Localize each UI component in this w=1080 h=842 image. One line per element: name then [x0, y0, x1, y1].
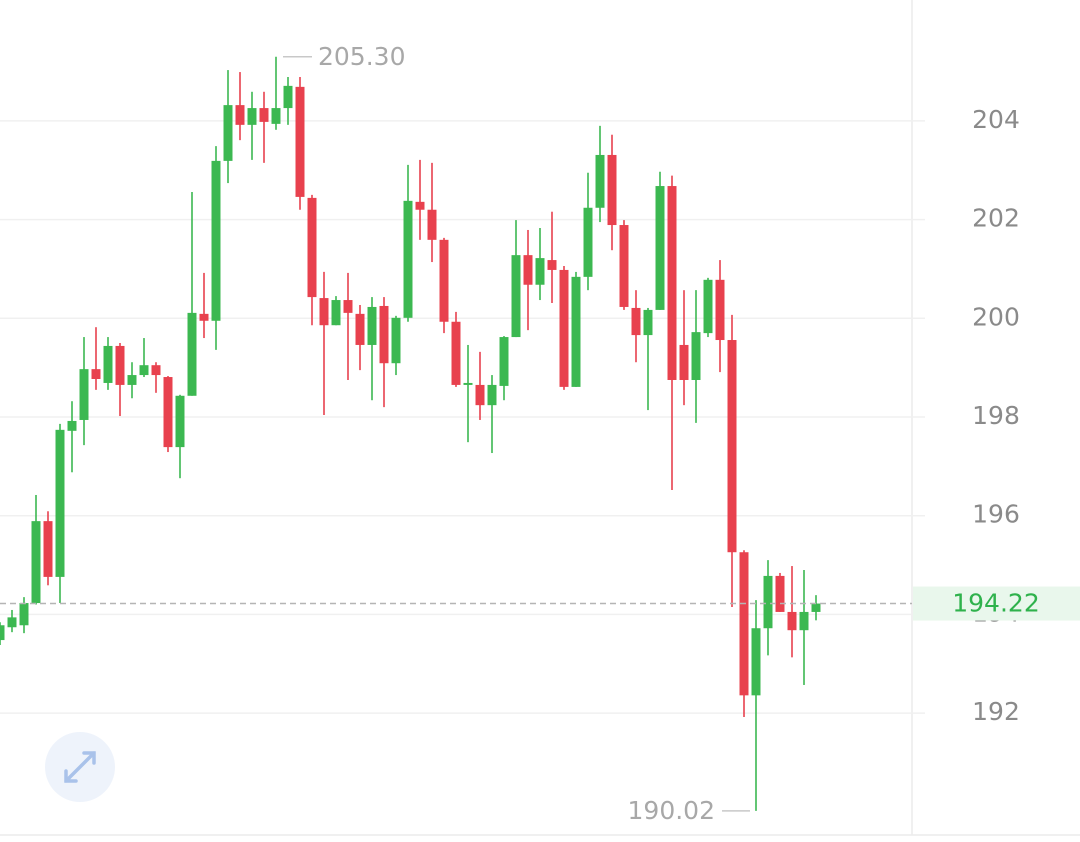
- y-tick-label: 204: [972, 105, 1020, 134]
- candle-body: [211, 160, 221, 321]
- candle-body: [319, 298, 329, 326]
- candle-body: [379, 305, 389, 364]
- candle-body: [631, 307, 641, 336]
- candle-body: [259, 108, 269, 122]
- candle-body: [775, 575, 785, 612]
- candle-body: [7, 617, 17, 628]
- y-tick-label: 192: [972, 697, 1020, 726]
- candle-body: [271, 108, 281, 124]
- candle-body: [151, 365, 161, 376]
- candle-body: [103, 345, 113, 383]
- candle-body: [763, 575, 773, 629]
- candle-body: [499, 337, 509, 386]
- candle-body: [619, 225, 629, 307]
- candle-body: [415, 201, 425, 210]
- candle-body: [595, 154, 605, 208]
- candle-body: [667, 186, 677, 380]
- candle-body: [811, 603, 821, 612]
- candle-body: [691, 332, 701, 380]
- candle-body: [295, 86, 305, 197]
- candle-body: [547, 260, 557, 270]
- candle-body: [739, 552, 749, 696]
- candle-body: [571, 276, 581, 387]
- candle-body: [307, 197, 317, 298]
- candle-body: [139, 365, 149, 376]
- candle-body: [391, 317, 401, 364]
- candle-body: [655, 186, 665, 310]
- y-tick-label: 202: [972, 204, 1020, 233]
- candle-body: [31, 521, 41, 604]
- candle-body: [91, 369, 101, 380]
- candle-body: [403, 200, 413, 318]
- candle-body: [703, 279, 713, 334]
- candle-body: [175, 395, 185, 448]
- candle-body: [115, 345, 125, 385]
- candle-body: [715, 279, 725, 341]
- candle-body: [0, 625, 5, 641]
- candle-body: [799, 611, 809, 631]
- candle-body: [187, 312, 197, 396]
- candle-body: [751, 628, 761, 696]
- candle-body: [523, 255, 533, 285]
- y-tick-label: 198: [972, 401, 1020, 430]
- candle-body: [451, 321, 461, 385]
- last-price-tag: [913, 586, 1080, 621]
- candle-body: [559, 269, 569, 387]
- candle-body: [355, 313, 365, 345]
- candle-body: [679, 344, 689, 380]
- y-tick-label: 196: [972, 500, 1020, 529]
- candle-body: [79, 369, 89, 420]
- candle-body: [235, 105, 245, 125]
- candle-body: [439, 239, 449, 322]
- candle-body: [427, 209, 437, 240]
- candle-body: [367, 306, 377, 345]
- candle-body: [163, 377, 173, 448]
- candle-body: [727, 340, 737, 553]
- candle-body: [607, 154, 617, 226]
- candle-body: [343, 300, 353, 313]
- candle-body: [43, 521, 53, 577]
- candle-body: [67, 420, 77, 431]
- y-tick-label: 200: [972, 302, 1020, 331]
- candle-body: [127, 375, 137, 385]
- candle-body: [19, 603, 29, 626]
- candle-body: [283, 85, 293, 109]
- candle-body: [199, 313, 209, 321]
- candle-body: [55, 429, 65, 577]
- candle-body: [535, 258, 545, 285]
- candle-body: [511, 255, 521, 338]
- high-marker-label: 205.30: [318, 42, 405, 71]
- candle-body: [223, 105, 233, 161]
- low-marker-label: 190.02: [628, 796, 715, 825]
- candle-body: [331, 300, 341, 326]
- expand-icon[interactable]: [64, 751, 96, 783]
- candle-body: [643, 309, 653, 336]
- expand-button[interactable]: [45, 732, 115, 802]
- candle-body: [787, 611, 797, 631]
- candle-body: [583, 207, 593, 277]
- candle-body: [475, 384, 485, 406]
- candle-body: [247, 108, 257, 125]
- candle-body: [487, 384, 497, 406]
- last-price-label: 194.22: [952, 589, 1039, 618]
- candle-body: [463, 382, 473, 385]
